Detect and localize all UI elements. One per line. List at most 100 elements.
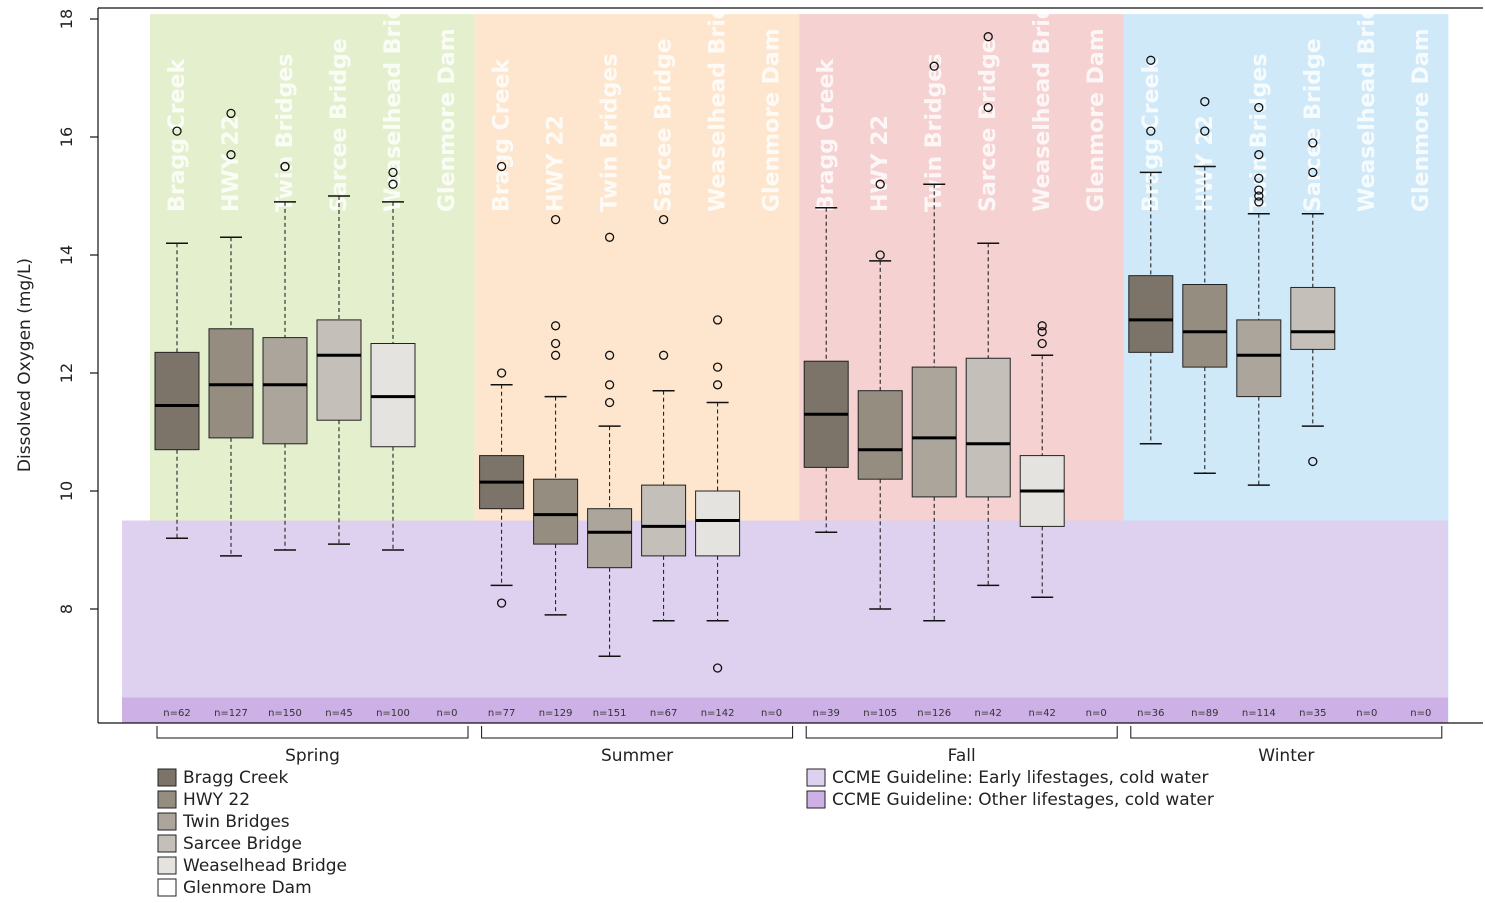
site-label-winter-weaselhead-bridge: Weaselhead Bridge [1355,0,1380,212]
y-tick-label-14: 14 [57,245,76,265]
guideline-band-early-lifestages [122,520,1448,723]
sample-count-winter-bragg-creek: n=36 [1137,708,1164,719]
site-label-fall-weaselhead-bridge: Weaselhead Bridge [1030,0,1055,212]
box-winter-twin-bridges-outlier-5 [1254,102,1264,113]
site-label-winter-twin-bridges: Twin Bridges [1247,54,1272,212]
box-winter-twin-bridges-outlier-0 [1254,197,1264,207]
legend-label-sarcee-bridge: Sarcee Bridge [183,834,302,854]
box-winter-sarcee-bridge-iqr [1290,286,1336,350]
box-spring-hwy-22-outlier-1 [226,108,236,119]
box-winter-twin-bridges-outlier-3 [1254,173,1264,183]
box-fall-weaselhead-bridge-outlier-1 [1037,327,1047,337]
season-label-winter: Winter [1258,746,1314,766]
legend-label-guideline-2: CCME Guideline: Other lifestages, cold w… [832,790,1214,810]
box-winter-twin-bridges-outlier-1 [1254,191,1264,201]
season-bracket-fall [805,726,1118,739]
site-label-fall-glenmore-dam: Glenmore Dam [1084,28,1109,212]
guideline-bands [122,520,1448,723]
box-summer-hwy-22-outlier-2 [550,321,561,331]
box-spring-twin-bridges-outlier-1 [280,161,290,172]
legend-swatch-hwy-22 [157,790,177,809]
season-bracket-winter [1130,726,1443,739]
y-tick-label-12: 12 [57,363,76,383]
sample-count-winter-sarcee-bridge: n=35 [1299,708,1326,719]
sample-count-winter-twin-bridges: n=114 [1242,708,1276,719]
sample-count-summer-glenmore-dam: n=0 [761,708,782,719]
legend-swatch-glenmore-dam [157,878,177,897]
box-spring-bragg-creek-outlier-0 [172,126,182,136]
box-summer-weaselhead-bridge-outlier-3 [712,663,723,673]
box-fall-sarcee-bridge-iqr [965,357,1011,498]
box-winter-hwy-22-outlier-0 [1200,126,1210,136]
site-label-spring-glenmore-dam: Glenmore Dam [435,28,460,212]
sample-count-winter-hwy-22: n=89 [1191,708,1218,719]
box-fall-hwy-22-outlier-1 [875,179,885,189]
season-axis: Spring Summer Fall Winter [156,726,1443,766]
site-label-summer-hwy-22: HWY 22 [544,115,569,212]
legend-swatch-twin-bridges [157,812,177,831]
legend-label-twin-bridges: Twin Bridges [182,812,290,832]
box-winter-bragg-creek-outlier-1 [1146,55,1156,65]
box-summer-twin-bridges-outlier-1 [604,380,615,390]
sample-count-winter-weaselhead-bridge: n=0 [1356,708,1377,719]
legend-label-glenmore-dam: Glenmore Dam [183,878,312,898]
sample-count-spring-hwy-22: n=127 [214,708,248,719]
sample-count-spring-twin-bridges: n=150 [268,708,302,719]
season-label-spring: Spring [285,746,340,766]
season-label-summer: Summer [601,746,673,766]
site-label-spring-twin-bridges: Twin Bridges [273,54,298,212]
site-label-winter-sarcee-bridge: Sarcee Bridge [1301,38,1326,212]
y-axis-title: Dissolved Oxygen (mg/L) [15,258,35,472]
box-summer-twin-bridges-outlier-3 [604,232,615,242]
box-fall-hwy-22-iqr [857,390,903,480]
sample-count-summer-sarcee-bridge: n=67 [650,708,677,719]
site-label-summer-bragg-creek: Bragg Creek [490,58,515,212]
box-spring-hwy-22-outlier-0 [226,150,236,160]
box-fall-sarcee-bridge-outlier-1 [983,32,993,42]
sample-count-summer-twin-bridges: n=151 [593,708,627,719]
sample-count-fall-glenmore-dam: n=0 [1086,708,1107,719]
site-label-summer-glenmore-dam: Glenmore Dam [760,28,785,212]
sample-count-spring-sarcee-bridge: n=45 [325,708,352,719]
legend-swatch-bragg-creek [157,768,177,787]
legend-label-weaselhead-bridge: Weaselhead Bridge [183,856,347,876]
box-spring-weaselhead-bridge-outlier-1 [388,167,398,178]
legend-swatch-guideline-1 [806,768,826,787]
y-tick-label-16: 16 [57,127,76,147]
box-summer-twin-bridges-iqr [587,508,633,569]
sample-count-spring-weaselhead-bridge: n=100 [376,708,410,719]
box-winter-bragg-creek-outlier-0 [1146,126,1156,136]
site-label-fall-bragg-creek: Bragg Creek [814,58,839,212]
box-summer-bragg-creek-outlier-1 [496,598,507,608]
box-fall-weaselhead-bridge-outlier-2 [1037,321,1047,331]
sample-count-spring-bragg-creek: n=62 [163,708,190,719]
sample-count-spring-glenmore-dam: n=0 [436,708,457,719]
legend-label-guideline-1: CCME Guideline: Early lifestages, cold w… [832,768,1208,788]
box-summer-bragg-creek-outlier-0 [496,368,507,378]
y-tick-label-10: 10 [57,481,76,501]
box-summer-sarcee-bridge-iqr [641,484,687,557]
box-winter-twin-bridges-outlier-2 [1254,185,1264,195]
site-label-fall-twin-bridges: Twin Bridges [922,54,947,212]
box-winter-hwy-22-outlier-1 [1200,96,1210,107]
box-spring-twin-bridges-iqr [262,337,308,445]
box-fall-sarcee-bridge-outlier-0 [983,102,993,113]
y-axis: 8 10 12 14 16 18 Dissolved Oxygen (mg/L) [15,7,1483,724]
guideline-band-other-lifestages [122,697,1448,723]
box-summer-twin-bridges-outlier-2 [604,350,615,360]
legend-swatch-guideline-2 [806,790,826,809]
sample-count-fall-hwy-22: n=105 [863,708,897,719]
site-label-spring-hwy-22: HWY 22 [219,115,244,212]
box-spring-bragg-creek-iqr [154,351,200,451]
box-summer-weaselhead-bridge-iqr [695,490,741,557]
sample-count-summer-weaselhead-bridge: n=142 [701,708,735,719]
box-winter-sarcee-bridge-outlier-1 [1308,138,1318,148]
box-winter-hwy-22-iqr [1182,284,1228,368]
box-fall-weaselhead-bridge-outlier-0 [1037,338,1047,349]
sample-counts: n=62 n=127 n=150 n=45 n=100 n=0 n=77 n=129 n=151… [163,708,1431,719]
sample-count-winter-glenmore-dam: n=0 [1410,708,1431,719]
box-summer-weaselhead-bridge-outlier-0 [712,380,723,390]
box-summer-hwy-22-iqr [533,478,579,545]
